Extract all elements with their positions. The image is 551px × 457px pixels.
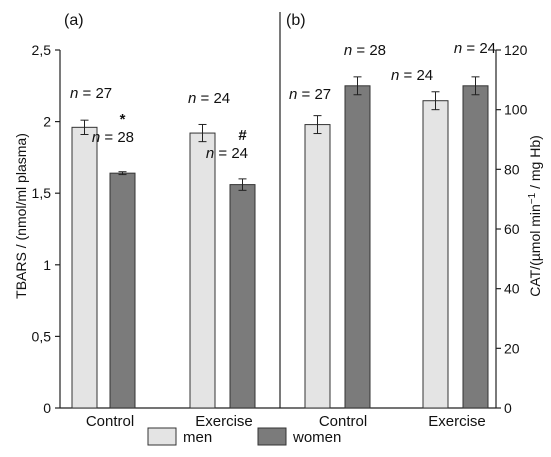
legend: men women xyxy=(147,427,341,446)
panel-a-y-tick-label: 2,5 xyxy=(32,42,52,58)
bar-b-men-control xyxy=(304,124,331,409)
panel-b-y-axis-title: CAT/(µmol min−1 / mg Hb) xyxy=(527,135,544,297)
panel-b-y-tick-label: 80 xyxy=(504,161,520,177)
significance-mark: # xyxy=(238,127,247,144)
legend-swatch-men xyxy=(147,427,177,446)
error-bar xyxy=(353,76,362,96)
error-bar xyxy=(238,178,247,191)
panel-a-label: (a) xyxy=(64,12,84,29)
panel-b-y-tick-label: 120 xyxy=(504,42,528,58)
panel-a-y-tick-label: 2 xyxy=(43,114,51,130)
x-category-label: Exercise xyxy=(428,413,486,430)
panel-b-y-tick-label: 0 xyxy=(504,400,512,416)
error-bar xyxy=(80,119,89,135)
error-bar xyxy=(471,76,480,96)
n-annotation: n = 24 xyxy=(391,67,433,84)
bar-b-women-control xyxy=(344,85,371,409)
panel-b-y-tick-label: 40 xyxy=(504,281,520,297)
bar-a-men-control xyxy=(71,126,98,409)
n-annotation: n = 27 xyxy=(289,86,331,103)
panel-a-y-tick-label: 0 xyxy=(43,400,51,416)
bar-b-men-exercise xyxy=(422,100,449,409)
panel-a-y-tick-label: 1 xyxy=(43,257,51,273)
n-annotation: n = 28 xyxy=(344,42,386,59)
bar-a-women-exercise xyxy=(229,184,256,409)
n-annotation: n = 24 xyxy=(454,40,496,57)
panel-b-y-tick-label: 100 xyxy=(504,102,528,118)
legend-label-men: men xyxy=(183,429,212,446)
n-annotation: n = 28 xyxy=(92,129,134,146)
panel-b-y-tick-label: 60 xyxy=(504,221,520,237)
x-category-label: Control xyxy=(319,413,367,430)
bar-b-women-exercise xyxy=(462,85,489,409)
error-bar xyxy=(313,115,322,135)
bar-a-men-exercise xyxy=(189,132,216,409)
n-annotation: n = 24 xyxy=(206,145,248,162)
panel-a-y-tick-label: 0,5 xyxy=(32,328,52,344)
x-category-label: Control xyxy=(86,413,134,430)
n-annotation: n = 27 xyxy=(70,85,112,102)
significance-mark: * xyxy=(120,111,126,128)
legend-swatch-women xyxy=(257,427,287,446)
legend-label-women: women xyxy=(292,429,341,446)
error-bar xyxy=(118,171,127,176)
error-bar xyxy=(431,91,440,111)
error-bar xyxy=(198,123,207,143)
x-category-label: Exercise xyxy=(195,413,253,430)
panel-a-y-tick-label: 1,5 xyxy=(32,185,52,201)
panel-b-label: (b) xyxy=(286,12,306,29)
n-annotation: n = 24 xyxy=(188,90,230,107)
panel-a-y-axis-title: TBARS / (nmol/ml plasma) xyxy=(13,133,29,299)
bar-a-women-control xyxy=(109,172,136,409)
panel-b-y-tick-label: 20 xyxy=(504,340,520,356)
